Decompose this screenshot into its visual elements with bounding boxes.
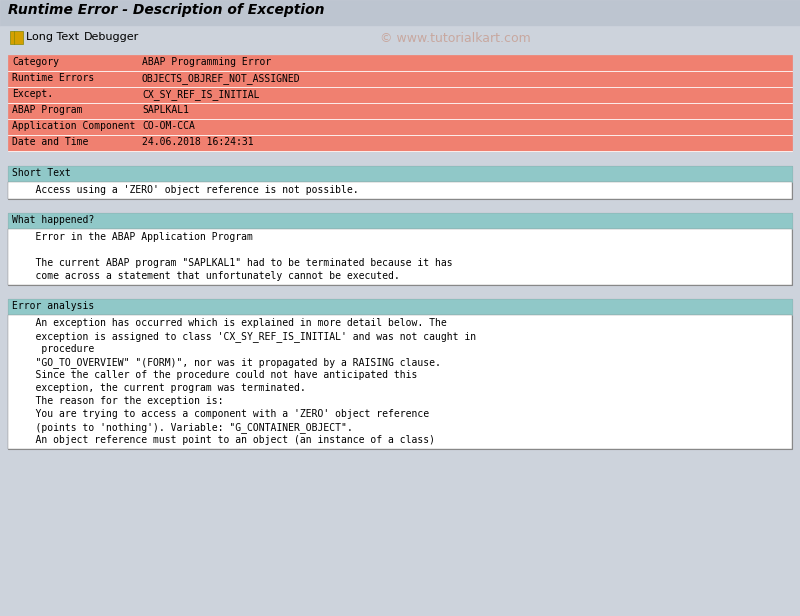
Text: (points to 'nothing'). Variable: "G_CONTAINER_OBJECT".: (points to 'nothing'). Variable: "G_CONT… [12, 422, 353, 433]
Bar [8, 119, 792, 135]
Text: procedure: procedure [12, 344, 94, 354]
Text: ABAP Program: ABAP Program [12, 105, 82, 115]
Bar [8, 182, 792, 199]
Text: OBJECTS_OBJREF_NOT_ASSIGNED: OBJECTS_OBJREF_NOT_ASSIGNED [142, 73, 301, 84]
Text: 24.06.2018 16:24:31: 24.06.2018 16:24:31 [142, 137, 254, 147]
Text: exception, the current program was terminated.: exception, the current program was termi… [12, 383, 306, 393]
Text: Application Component: Application Component [12, 121, 135, 131]
Text: Short Text: Short Text [12, 168, 70, 178]
Text: The current ABAP program "SAPLKAL1" had to be terminated because it has: The current ABAP program "SAPLKAL1" had … [12, 258, 453, 268]
Bar [8, 103, 792, 119]
Bar [8, 135, 792, 151]
Text: Date and Time: Date and Time [12, 137, 88, 147]
Bar [8, 71, 792, 87]
Text: You are trying to access a component with a 'ZERO' object reference: You are trying to access a component wit… [12, 409, 429, 419]
Bar [8, 87, 792, 103]
Bar [10, 31, 23, 44]
Text: An object reference must point to an object (an instance of a class): An object reference must point to an obj… [12, 435, 435, 445]
Bar [0, 26, 800, 50]
Text: Long Text: Long Text [26, 32, 79, 42]
Text: What happened?: What happened? [12, 215, 94, 225]
Text: come across a statement that unfortunately cannot be executed.: come across a statement that unfortunate… [12, 271, 400, 281]
Bar [0, 0, 800, 26]
Text: CX_SY_REF_IS_INITIAL: CX_SY_REF_IS_INITIAL [142, 89, 259, 100]
Text: Runtime Errors: Runtime Errors [12, 73, 94, 83]
Text: Category: Category [12, 57, 59, 67]
Text: Error in the ABAP Application Program: Error in the ABAP Application Program [12, 232, 253, 242]
Text: Error analysis: Error analysis [12, 301, 94, 311]
Text: Debugger: Debugger [84, 32, 139, 42]
Text: Except.: Except. [12, 89, 53, 99]
Text: SAPLKAL1: SAPLKAL1 [142, 105, 189, 115]
Bar [8, 166, 792, 199]
Bar [8, 315, 792, 449]
Text: exception is assigned to class 'CX_SY_REF_IS_INITIAL' and was not caught in: exception is assigned to class 'CX_SY_RE… [12, 331, 476, 342]
Bar [8, 55, 792, 71]
Text: © www.tutorialkart.com: © www.tutorialkart.com [380, 32, 530, 45]
Bar [8, 299, 792, 315]
Bar [8, 299, 792, 449]
Text: ABAP Programming Error: ABAP Programming Error [142, 57, 271, 67]
Text: Since the caller of the procedure could not have anticipated this: Since the caller of the procedure could … [12, 370, 418, 380]
Text: "GO_TO_OVERVIEW" "(FORM)", nor was it propagated by a RAISING clause.: "GO_TO_OVERVIEW" "(FORM)", nor was it pr… [12, 357, 441, 368]
Text: CO-OM-CCA: CO-OM-CCA [142, 121, 195, 131]
Bar [8, 213, 792, 285]
Bar [8, 166, 792, 182]
Text: An exception has occurred which is explained in more detail below. The: An exception has occurred which is expla… [12, 318, 446, 328]
Bar [8, 213, 792, 229]
Text: Runtime Error - Description of Exception: Runtime Error - Description of Exception [8, 3, 325, 17]
Text: The reason for the exception is:: The reason for the exception is: [12, 396, 223, 406]
Text: Access using a 'ZERO' object reference is not possible.: Access using a 'ZERO' object reference i… [12, 185, 358, 195]
Bar [8, 229, 792, 285]
